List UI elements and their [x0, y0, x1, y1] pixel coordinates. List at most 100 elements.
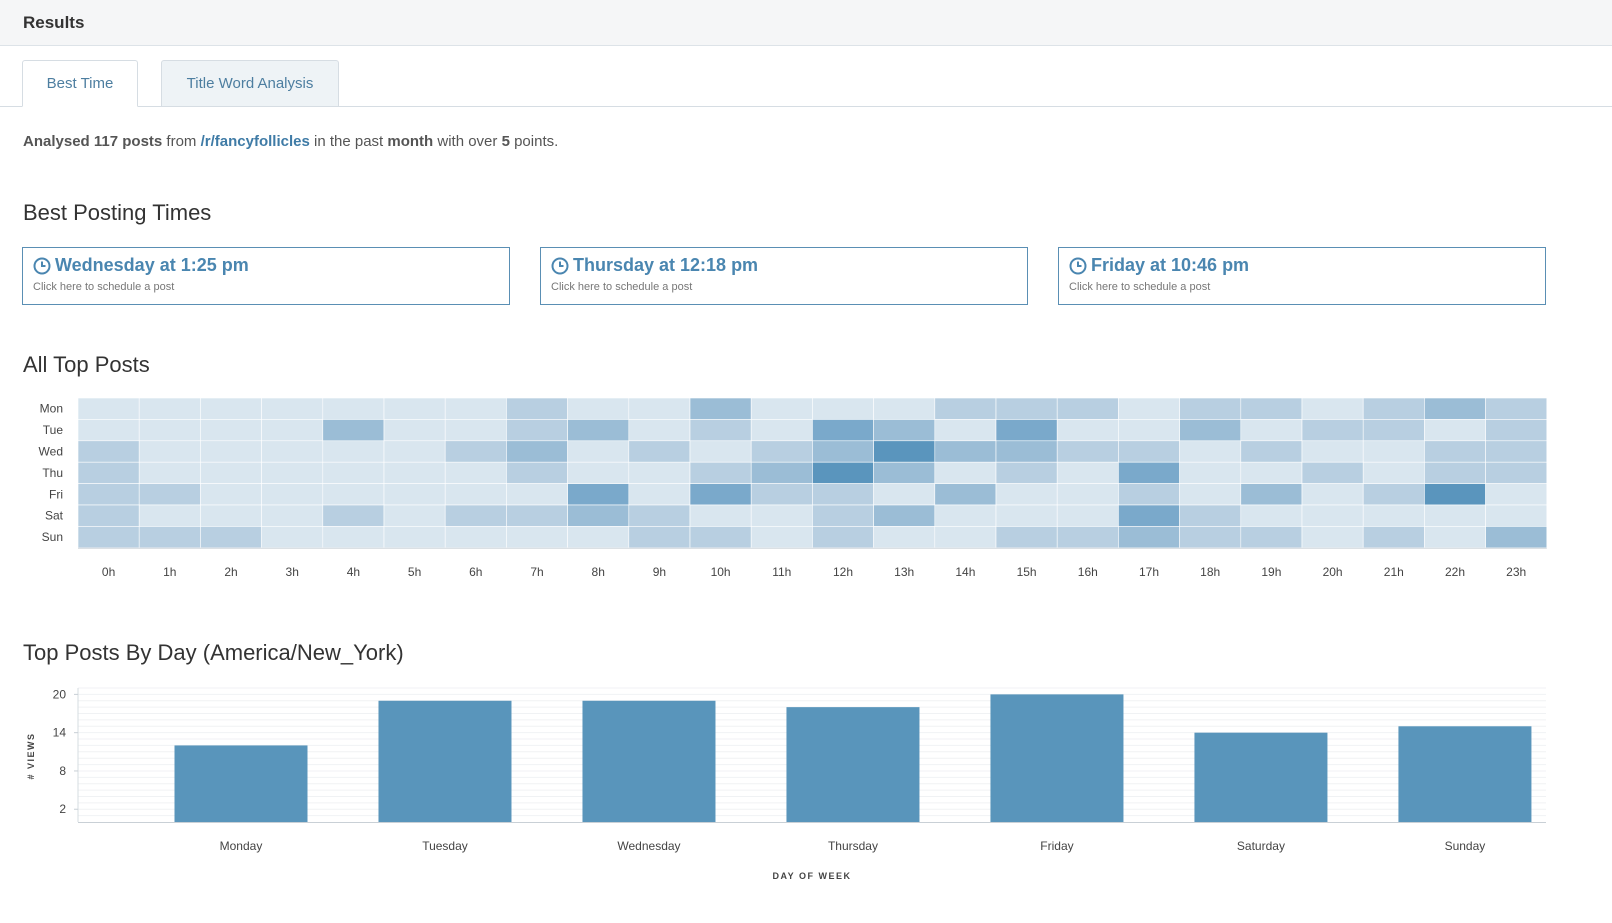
- heatmap-cell: [322, 526, 385, 549]
- heatmap-hour-label: 5h: [408, 565, 421, 579]
- heatmap-cell: [322, 419, 385, 442]
- heatmap-cell: [995, 483, 1058, 506]
- heatmap-cell: [138, 397, 201, 420]
- heatmap-cell: [77, 440, 140, 463]
- heatmap-cell: [138, 504, 201, 527]
- heatmap-cell: [873, 504, 936, 527]
- heatmap-cell: [1179, 419, 1242, 442]
- analysis-summary: Analysed 117 posts from /r/fancyfollicle…: [23, 133, 558, 150]
- heatmap-hour-label: 13h: [894, 565, 914, 579]
- heatmap-cell: [1240, 461, 1303, 484]
- heatmap-cell: [689, 461, 752, 484]
- x-tick-label: Saturday: [1237, 839, 1285, 853]
- heatmap-cell: [506, 461, 568, 484]
- heatmap-cell: [1240, 419, 1303, 442]
- heatmap-hour-label: 19h: [1261, 565, 1281, 579]
- heatmap-cell: [383, 483, 446, 506]
- heatmap-cell: [200, 419, 262, 442]
- heatmap-cell: [1485, 504, 1548, 527]
- heatmap-cell: [934, 440, 997, 463]
- summary-from: from: [166, 133, 197, 150]
- heatmap-cell: [1301, 440, 1364, 463]
- heatmap-cell: [261, 483, 324, 506]
- heatmap-cell: [873, 419, 936, 442]
- heatmap-cell: [1179, 440, 1242, 463]
- heatmap-cell: [934, 397, 997, 420]
- heatmap-cell: [1362, 483, 1425, 506]
- heatmap-cell: [444, 397, 507, 420]
- heatmap-cell: [1362, 461, 1425, 484]
- summary-with-over: with over: [437, 133, 498, 150]
- heatmap-cell: [1424, 440, 1486, 463]
- heatmap-cell: [261, 440, 324, 463]
- summary-period: month: [387, 133, 434, 150]
- summary-points-label: points.: [514, 133, 559, 150]
- heatmap-cell: [200, 461, 262, 484]
- heatmap-cell: [812, 440, 874, 463]
- bar: [378, 700, 512, 822]
- heatmap-cell: [1362, 419, 1425, 442]
- heatmap-cell: [628, 483, 691, 506]
- heatmap-cell: [689, 483, 752, 506]
- heatmap-cell: [1301, 419, 1364, 442]
- heatmap-hour-label: 22h: [1445, 565, 1465, 579]
- tab-title-word-analysis[interactable]: Title Word Analysis: [161, 60, 339, 107]
- heatmap-cell: [1362, 440, 1425, 463]
- heatmap-cell: [506, 483, 568, 506]
- heatmap-cell: [567, 419, 630, 442]
- heatmap-cell: [567, 397, 630, 420]
- heatmap-cell: [750, 440, 813, 463]
- heatmap-cell: [995, 461, 1058, 484]
- clock-icon: [551, 257, 569, 274]
- heatmap-cell: [138, 419, 201, 442]
- heatmap-cell: [873, 526, 936, 549]
- heatmap-cell: [261, 419, 324, 442]
- heatmap-cell: [934, 526, 997, 549]
- heatmap-cell: [200, 526, 262, 549]
- heatmap-cell: [1362, 526, 1425, 549]
- schedule-hint: Click here to schedule a post: [551, 281, 693, 293]
- x-tick-label: Monday: [220, 839, 263, 853]
- heatmap-cell: [1424, 483, 1486, 506]
- heatmap-cell: [750, 419, 813, 442]
- heatmap-cell: [1240, 483, 1303, 506]
- best-time-card-3[interactable]: Friday at 10:46 pm Click here to schedul…: [1058, 247, 1546, 305]
- heatmap-hour-label: 2h: [224, 565, 237, 579]
- best-time-label: Thursday at 12:18 pm: [573, 255, 759, 275]
- heatmap-hour-label: 18h: [1200, 565, 1220, 579]
- heatmap-cell: [873, 483, 936, 506]
- heatmap-cell: [995, 397, 1058, 420]
- heatmap-cell: [750, 483, 813, 506]
- heatmap-cell: [444, 526, 507, 549]
- best-time-card-1[interactable]: Wednesday at 1:25 pm Click here to sched…: [22, 247, 510, 305]
- heatmap-cell: [383, 440, 446, 463]
- heatmap-cell: [1424, 504, 1486, 527]
- heatmap-cell: [1485, 440, 1548, 463]
- heatmap-cell: [812, 419, 874, 442]
- bar: [582, 700, 716, 822]
- heatmap-cell: [1362, 504, 1425, 527]
- heatmap-cell: [138, 461, 201, 484]
- heatmap-cell: [322, 504, 385, 527]
- bar: [1194, 732, 1328, 822]
- heatmap-cell: [1179, 461, 1242, 484]
- heatmap-cell: [1179, 397, 1242, 420]
- heatmap-cell: [1118, 461, 1180, 484]
- heatmap-day-label: Fri: [49, 487, 63, 501]
- heatmap-cell: [77, 397, 140, 420]
- heatmap-cell: [689, 440, 752, 463]
- heatmap-hour-label: 4h: [347, 565, 360, 579]
- subreddit-link[interactable]: /r/fancyfollicles: [200, 133, 310, 150]
- heatmap-cell: [1056, 483, 1119, 506]
- heatmap-cell: [200, 440, 262, 463]
- all-top-posts-heading: All Top Posts: [23, 352, 150, 377]
- tab-best-time[interactable]: Best Time: [22, 60, 138, 107]
- x-tick-label: Wednesday: [617, 839, 680, 853]
- best-time-card-2[interactable]: Thursday at 12:18 pm Click here to sched…: [540, 247, 1028, 305]
- heatmap-hour-label: 6h: [469, 565, 482, 579]
- heatmap-cell: [322, 397, 385, 420]
- summary-analysed: Analysed: [23, 133, 90, 150]
- heatmap-cell: [567, 526, 630, 549]
- heatmap-cell: [1301, 526, 1364, 549]
- y-tick-label: 20: [53, 687, 67, 701]
